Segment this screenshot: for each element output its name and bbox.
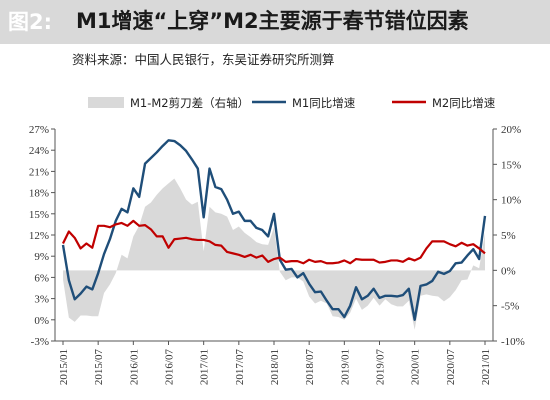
legend: M1-M2剪刀差（右轴） M1同比增速 M2同比增速	[88, 96, 496, 110]
left-tick-label: 27%	[29, 124, 49, 136]
left-tick-label: 18%	[29, 188, 49, 200]
source-note: 资料来源：中国人民银行，东吴证券研究所测算	[72, 52, 335, 67]
x-tick-label: 2016/01	[128, 349, 140, 385]
left-tick-label: 0%	[34, 315, 49, 327]
legend-swatch-spread	[88, 97, 124, 108]
series-area-spread	[63, 178, 485, 330]
plot-area	[61, 139, 487, 330]
x-tick-label: 2020/07	[445, 349, 457, 386]
x-tick-label: 2017/01	[199, 349, 211, 385]
left-tick-label: 6%	[34, 272, 49, 284]
right-tick-label: 0%	[501, 265, 516, 277]
left-tick-label: 21%	[29, 166, 49, 178]
x-tick-label: 2019/01	[339, 349, 351, 385]
legend-label-m2: M2同比增速	[432, 96, 496, 110]
right-tick-label: -10%	[501, 336, 525, 348]
x-tick-label: 2015/01	[58, 349, 70, 385]
right-tick-label: 15%	[501, 159, 521, 171]
x-tick-label: 2015/07	[93, 349, 105, 386]
title-bar	[0, 0, 550, 44]
x-tick-label: 2018/01	[269, 349, 281, 385]
figure-label: 图2:	[8, 10, 53, 34]
x-tick-label: 2020/01	[410, 349, 422, 385]
x-tick-label: 2021/01	[480, 349, 492, 385]
left-tick-label: 24%	[29, 145, 49, 157]
x-tick-label: 2017/07	[234, 349, 246, 386]
x-tick-label: 2016/07	[164, 349, 176, 386]
series-line-m1	[61, 139, 487, 321]
legend-label-m1: M1同比增速	[292, 96, 356, 110]
right-tick-label: -5%	[501, 301, 519, 313]
x-tick-label: 2018/07	[304, 349, 316, 386]
left-tick-label: 3%	[34, 294, 49, 306]
chart-title: M1增速“上穿”M2主要源于春节错位因素	[76, 9, 469, 33]
left-tick-label: 12%	[29, 230, 49, 242]
x-tick-label: 2019/07	[375, 349, 387, 386]
left-tick-label: -3%	[31, 336, 49, 348]
right-tick-label: 5%	[501, 230, 516, 242]
axes: 27% 24% 21% 18% 15% 12% 9% 6% 3% 0% -3% 20% 15% 10% 5%…	[29, 124, 525, 385]
left-tick-label: 15%	[29, 209, 49, 221]
left-tick-label: 9%	[34, 251, 49, 263]
series-line-m2	[62, 219, 486, 265]
right-tick-label: 20%	[501, 124, 521, 136]
right-tick-label: 10%	[501, 195, 521, 207]
legend-label-spread: M1-M2剪刀差（右轴）	[130, 96, 249, 110]
